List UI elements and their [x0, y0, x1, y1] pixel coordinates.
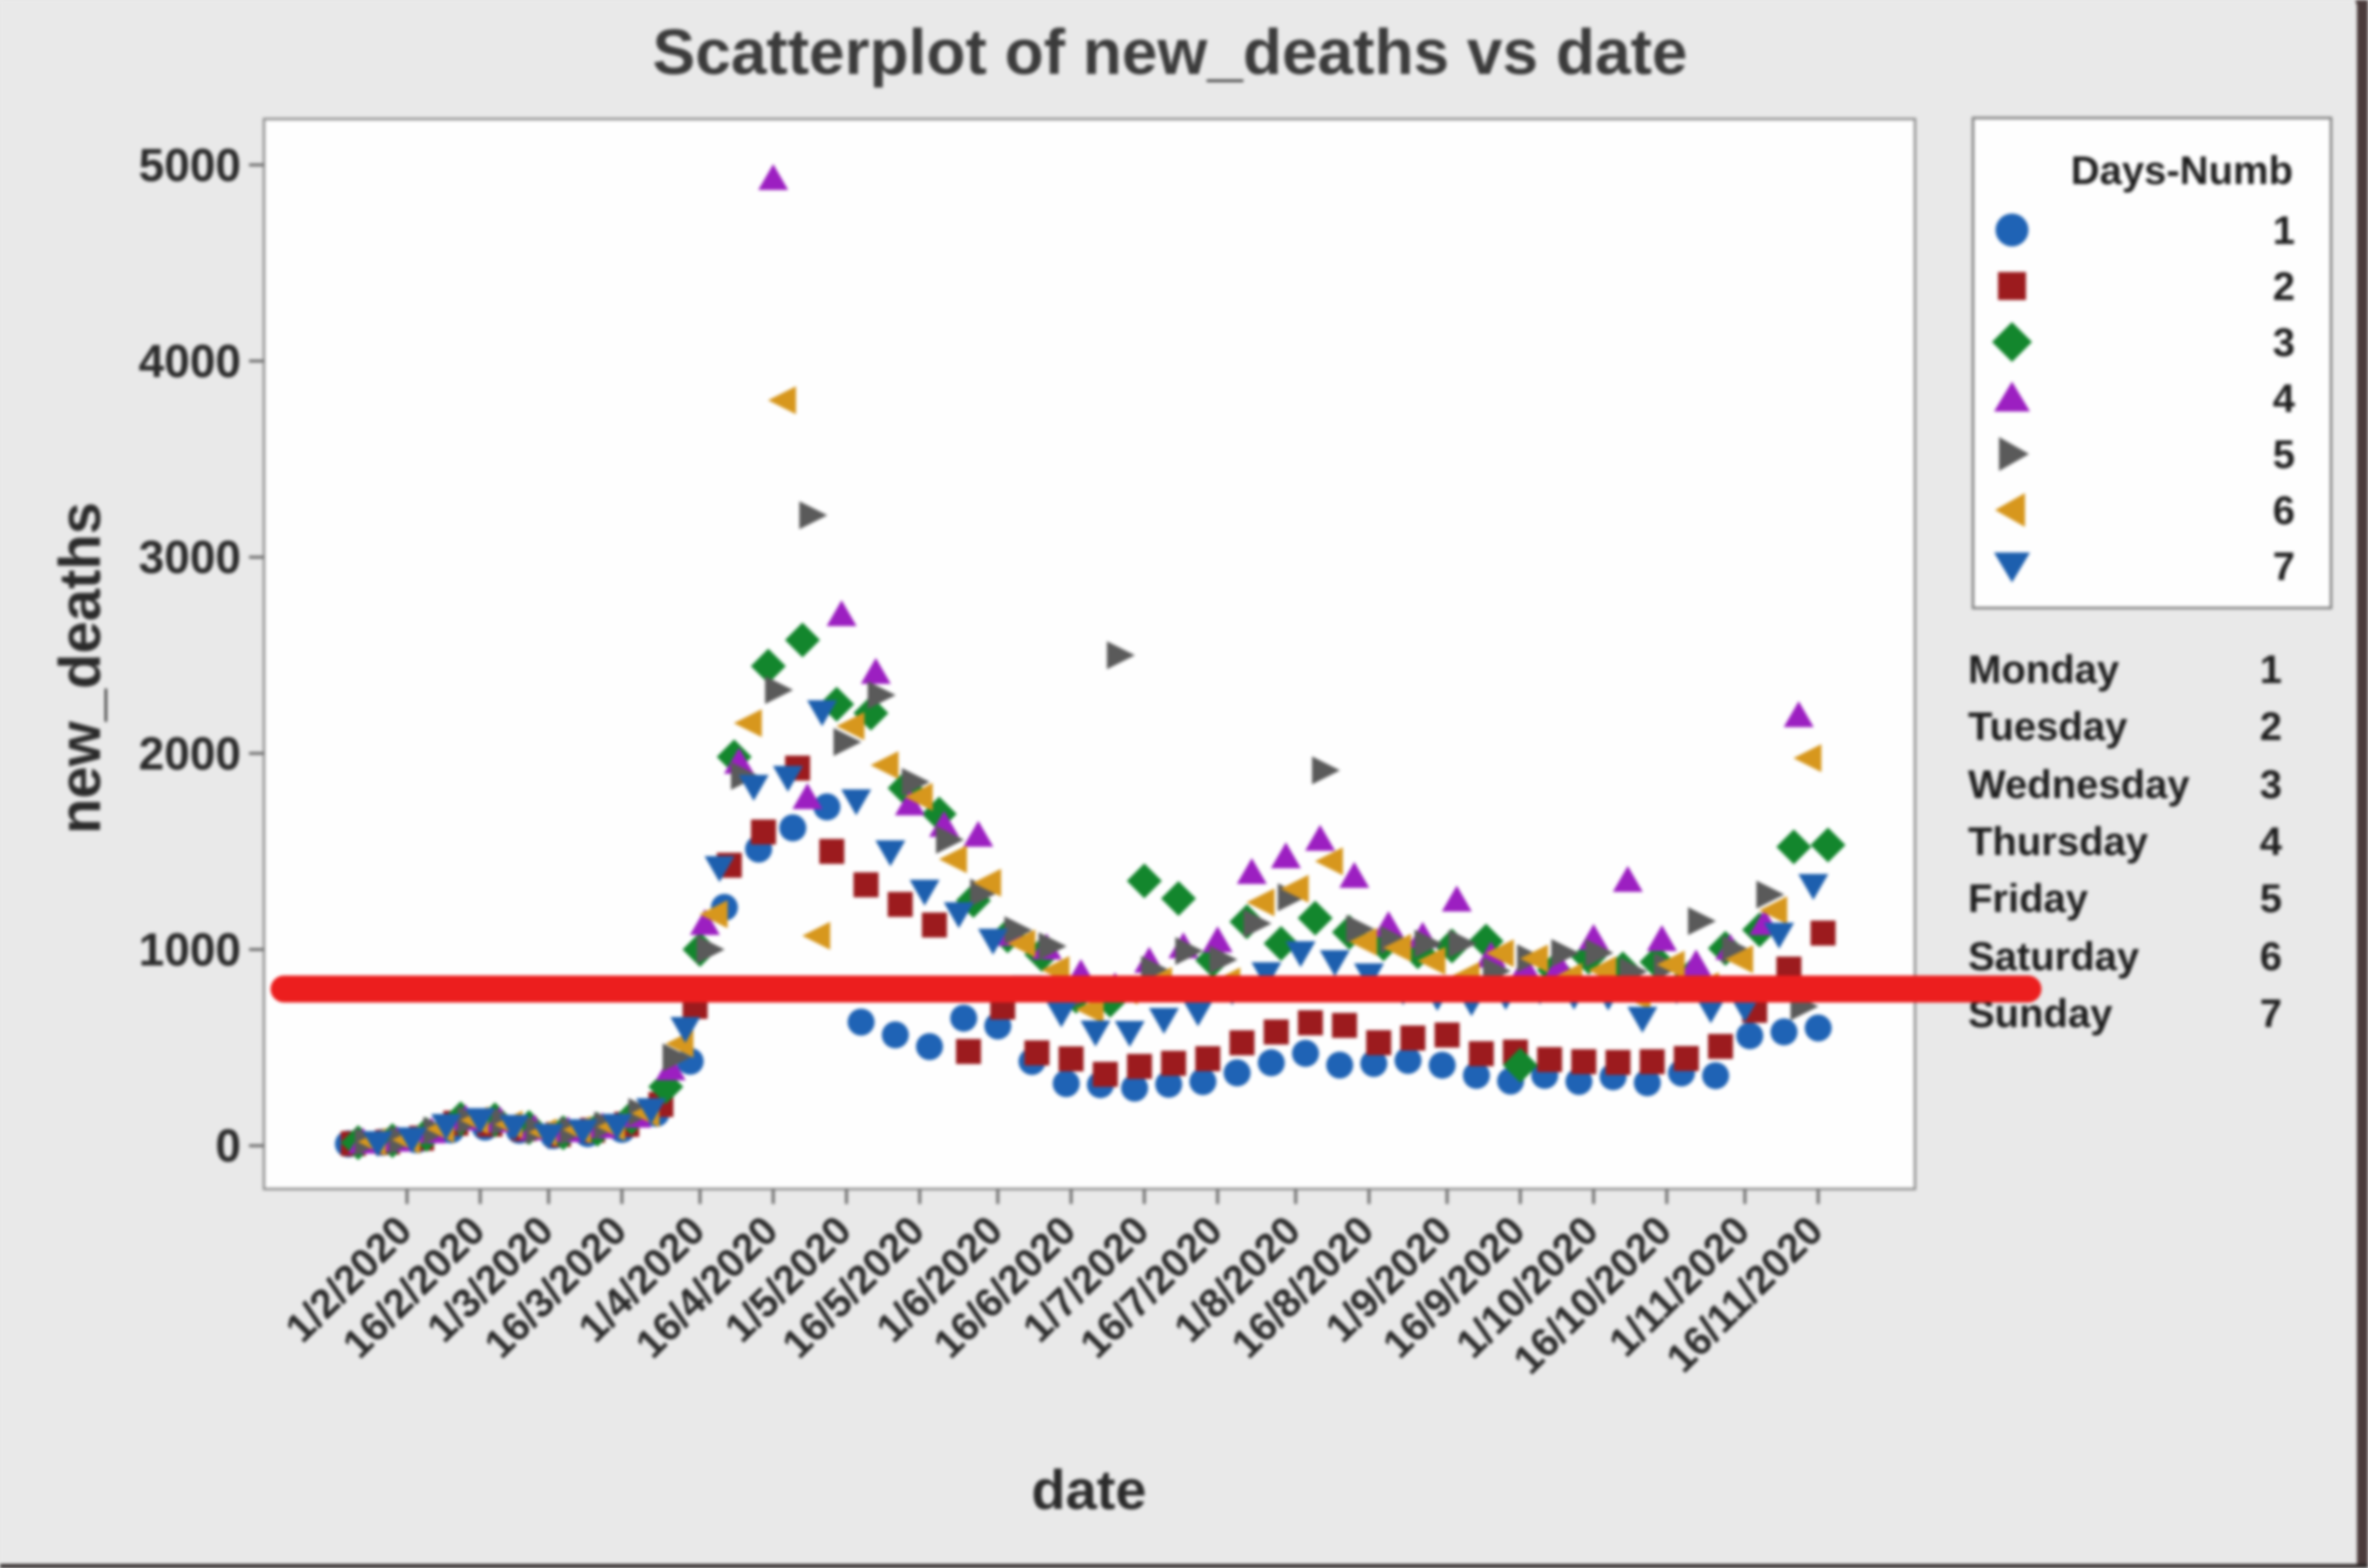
svg-text:5000: 5000: [139, 139, 241, 191]
svg-text:3000: 3000: [139, 531, 241, 583]
svg-text:date: date: [1031, 1458, 1146, 1521]
svg-text:7: 7: [2273, 545, 2295, 589]
svg-text:2: 2: [2273, 265, 2295, 309]
svg-text:4: 4: [2260, 820, 2283, 864]
svg-text:0: 0: [215, 1120, 241, 1172]
svg-text:5: 5: [2273, 433, 2295, 477]
svg-text:2000: 2000: [139, 727, 241, 779]
svg-text:Scatterplot of new_deaths vs d: Scatterplot of new_deaths vs date: [653, 16, 1688, 88]
svg-text:4: 4: [2273, 377, 2296, 421]
svg-text:Monday: Monday: [1968, 648, 2120, 692]
svg-text:new_deaths: new_deaths: [48, 502, 113, 834]
svg-text:1: 1: [2273, 209, 2295, 253]
svg-text:3: 3: [2273, 321, 2295, 365]
svg-text:4000: 4000: [139, 335, 241, 387]
svg-text:6: 6: [2260, 935, 2282, 979]
svg-text:Saturday: Saturday: [1968, 935, 2140, 979]
svg-text:Thursday: Thursday: [1968, 820, 2149, 864]
svg-text:1: 1: [2260, 648, 2282, 692]
svg-text:6: 6: [2273, 489, 2295, 533]
svg-text:Friday: Friday: [1968, 877, 2089, 921]
svg-text:Wednesday: Wednesday: [1968, 763, 2190, 807]
svg-text:Tuesday: Tuesday: [1968, 705, 2128, 749]
svg-text:Days-Numb: Days-Numb: [2071, 149, 2293, 193]
svg-text:1000: 1000: [139, 924, 241, 976]
svg-text:7: 7: [2260, 992, 2282, 1036]
svg-text:3: 3: [2260, 763, 2282, 807]
svg-text:5: 5: [2260, 877, 2282, 921]
svg-text:2: 2: [2260, 705, 2282, 749]
